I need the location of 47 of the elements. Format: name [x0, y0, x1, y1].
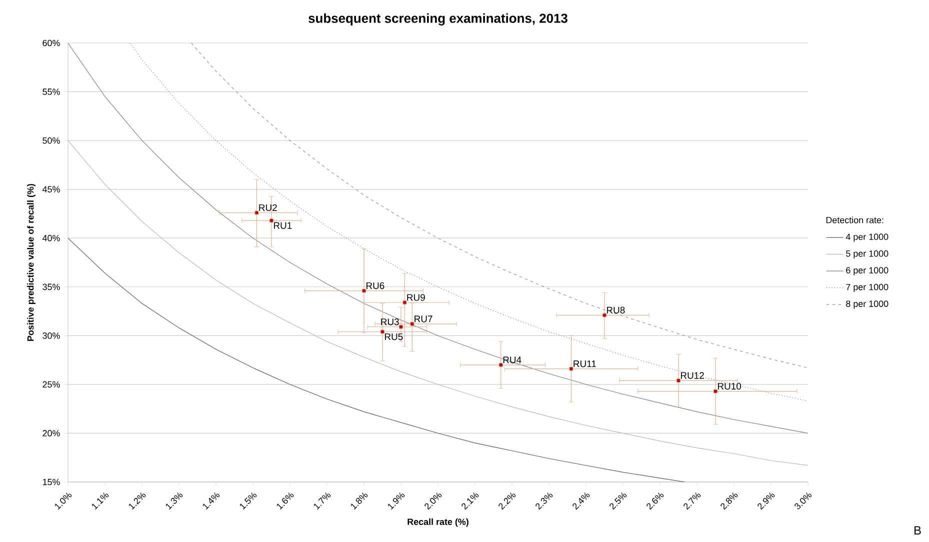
y-tick-label: 30% [42, 332, 60, 339]
legend-label: 4 per 1000 [846, 234, 888, 242]
y-tick-label: 40% [42, 234, 60, 242]
point [602, 313, 606, 317]
point [569, 367, 573, 371]
data-label: RU3 [381, 318, 399, 326]
line-series [129, 43, 808, 402]
data-label: RU7 [414, 316, 432, 322]
y-tick-label: 50% [42, 137, 60, 144]
legend-title: Detection rate: [826, 216, 884, 224]
line-series [68, 43, 808, 434]
data-label: RU12 [680, 372, 704, 379]
y-tick-label: 35% [42, 284, 60, 290]
y-tick-label: 20% [42, 430, 60, 436]
y-tick-label: 45% [42, 186, 60, 192]
point [714, 389, 718, 394]
legend-label: 8 per 1000 [846, 300, 888, 309]
data-label: RU1 [274, 222, 292, 229]
y-tick-label: 15% [42, 478, 60, 486]
point [380, 330, 384, 334]
y-tick-label: 60% [42, 40, 60, 46]
point [270, 218, 274, 222]
y-tick-label: 25% [42, 381, 60, 388]
text: B [914, 526, 921, 534]
point [499, 363, 503, 367]
point [410, 322, 414, 326]
point [402, 300, 406, 304]
data-label: RU4 [503, 356, 522, 364]
point [254, 210, 258, 215]
x-axis-title: Recall rate (%) [408, 518, 468, 527]
data-label: RU10 [718, 382, 742, 390]
data-label: RU9 [407, 294, 425, 301]
point [399, 325, 403, 329]
data-label: RU2 [259, 204, 277, 212]
legend-label: 7 per 1000 [846, 284, 888, 292]
data-label: RU8 [606, 306, 625, 314]
line-series [190, 43, 808, 368]
data-label: RU11 [574, 360, 596, 368]
point [362, 288, 366, 293]
data-label: RU6 [366, 282, 384, 290]
point [676, 378, 680, 382]
y-tick-label: 55% [42, 88, 60, 95]
legend-label: 6 per 1000 [846, 267, 888, 276]
legend-label: 5 per 1000 [846, 250, 888, 258]
chart-title: subsequent screening examinations, 2013 [308, 13, 568, 26]
data-label: RU5 [384, 333, 403, 340]
y-axis-title: Positive predictive value of recall (%) [27, 184, 36, 341]
